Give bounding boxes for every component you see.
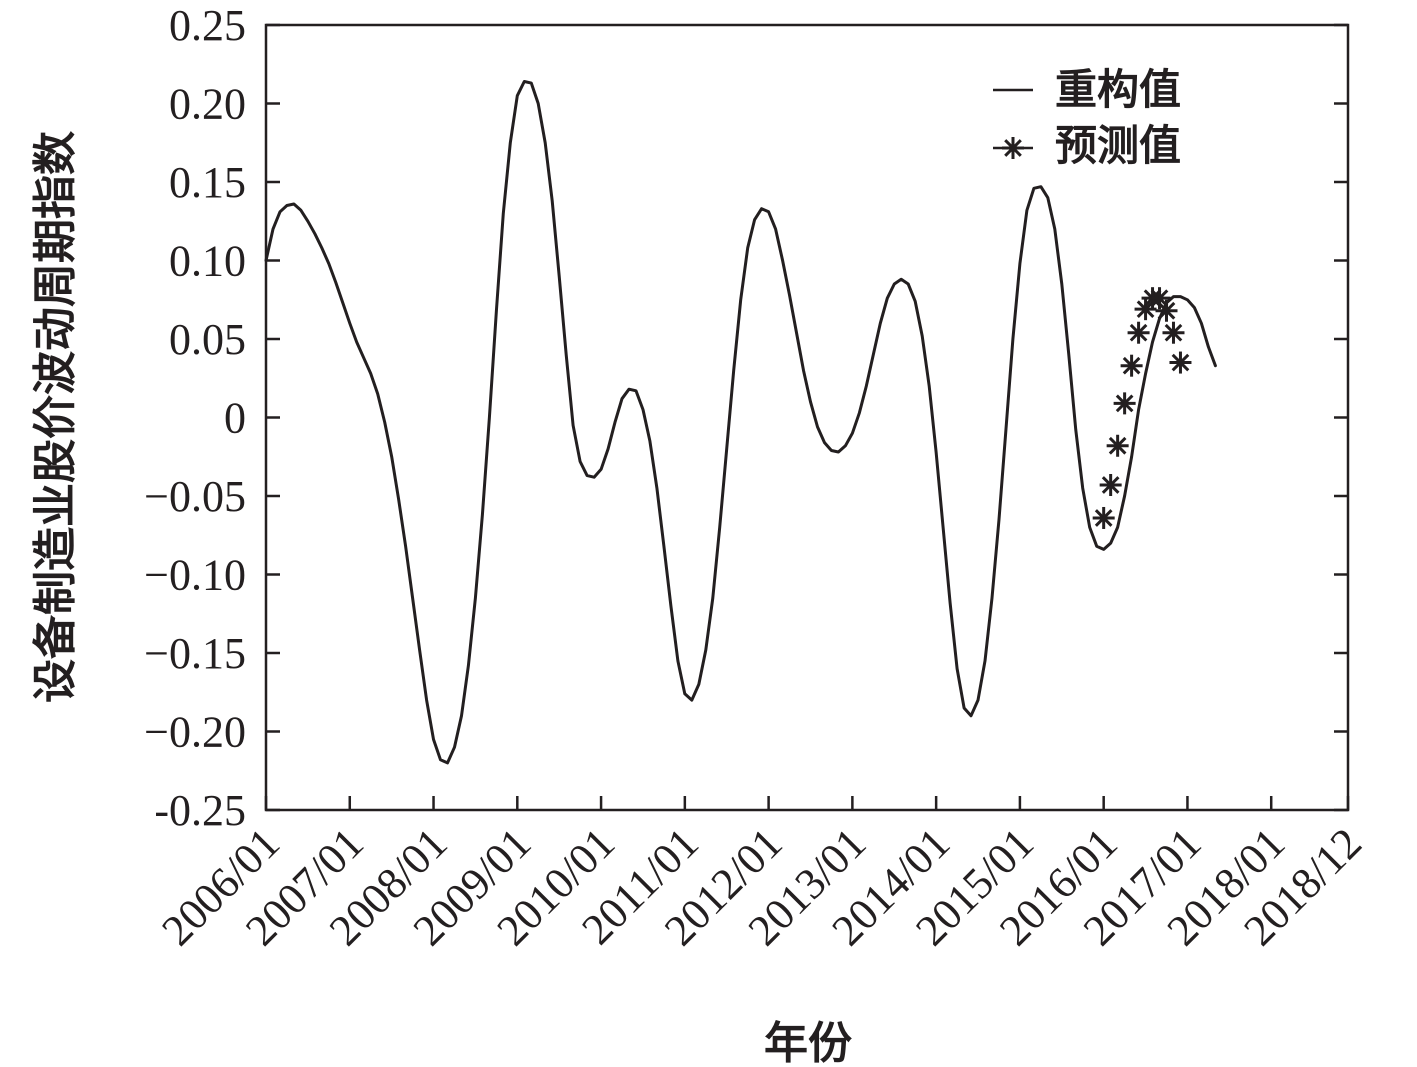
series-line-reconstructed	[264, 80, 1217, 765]
legend-marker-swatch	[993, 137, 1033, 159]
data-point-predicted	[1099, 474, 1122, 497]
series-layer	[264, 80, 1217, 765]
data-point-predicted	[1162, 321, 1185, 344]
marker-stroke	[1122, 356, 1141, 375]
data-point-predicted	[1169, 351, 1192, 374]
data-point-predicted	[1120, 354, 1143, 377]
data-point-predicted	[1127, 321, 1150, 344]
marker-stroke	[1101, 476, 1120, 494]
data-point-predicted	[1148, 287, 1171, 310]
marker-stroke	[1136, 300, 1155, 319]
legend-label-predicted: 预测值	[1055, 121, 1181, 170]
legend-marker-star	[1002, 137, 1024, 159]
y-tick-label: 0.10	[169, 237, 246, 286]
marker-stroke	[1164, 323, 1183, 342]
y-tick-label: 0.05	[169, 315, 246, 364]
y-axis-ticks: 0.25 0.20 0.15 0.10 0.05 0 −0.05 −0.10 −0.15 −0.2…	[144, 1, 1348, 835]
y-tick-label: −0.20	[144, 708, 246, 757]
y-tick-label: 0.25	[169, 1, 246, 50]
data-point-predicted	[1092, 506, 1115, 529]
y-tick-label: −0.15	[144, 629, 246, 678]
y-tick-label: 0	[224, 394, 246, 443]
data-point-predicted	[1155, 299, 1178, 322]
marker-stroke	[1129, 323, 1148, 342]
legend-label-reconstructed: 重构值	[1055, 65, 1181, 114]
legend: 重构值 预测值	[993, 65, 1181, 170]
marker-stroke	[1115, 394, 1134, 413]
x-axis-title: 年份	[764, 1018, 852, 1067]
data-point-predicted	[1113, 392, 1136, 415]
marker-stroke	[1157, 301, 1176, 320]
y-tick-label: −0.10	[144, 551, 246, 600]
plot-frame	[264, 23, 1350, 812]
marker-stroke	[1171, 353, 1190, 372]
y-axis-title: 设备制造业股价波动周期指数	[30, 131, 81, 703]
marker-stroke	[1004, 139, 1022, 157]
y-tick-label: -0.25	[154, 786, 246, 835]
y-tick-label: 0.20	[169, 80, 246, 129]
marker-stroke	[1108, 436, 1127, 455]
x-axis-ticks: 2006/012007/012008/012009/012010/012011/…	[152, 796, 1371, 955]
data-point-predicted	[1106, 434, 1129, 457]
y-tick-label: −0.05	[144, 472, 246, 521]
y-tick-label: 0.15	[169, 158, 246, 207]
marker-stroke	[1094, 509, 1113, 527]
marker-stroke	[1150, 289, 1169, 308]
